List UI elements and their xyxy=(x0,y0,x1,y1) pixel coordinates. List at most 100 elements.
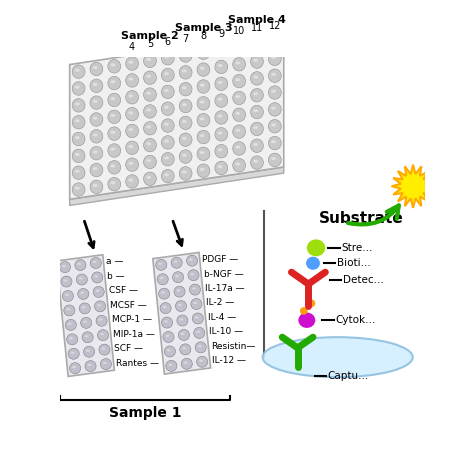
Ellipse shape xyxy=(146,159,151,162)
Ellipse shape xyxy=(164,346,175,357)
Ellipse shape xyxy=(96,315,107,326)
Ellipse shape xyxy=(90,79,103,92)
Ellipse shape xyxy=(85,361,96,372)
Ellipse shape xyxy=(90,163,103,177)
Ellipse shape xyxy=(200,151,205,154)
Text: a —: a — xyxy=(106,257,123,266)
Ellipse shape xyxy=(103,362,107,364)
Ellipse shape xyxy=(88,364,91,366)
Ellipse shape xyxy=(160,302,171,314)
Ellipse shape xyxy=(72,183,85,196)
Ellipse shape xyxy=(59,262,71,273)
Ellipse shape xyxy=(218,115,222,118)
Ellipse shape xyxy=(200,83,205,87)
Text: Sample 1: Sample 1 xyxy=(109,406,182,419)
Ellipse shape xyxy=(93,117,98,119)
Ellipse shape xyxy=(65,319,76,330)
Ellipse shape xyxy=(161,68,174,82)
Ellipse shape xyxy=(62,265,66,267)
Ellipse shape xyxy=(163,306,166,308)
Ellipse shape xyxy=(197,46,210,60)
Ellipse shape xyxy=(215,111,228,124)
Ellipse shape xyxy=(158,263,162,265)
Ellipse shape xyxy=(93,261,97,263)
Ellipse shape xyxy=(233,74,246,88)
Ellipse shape xyxy=(251,89,264,102)
Ellipse shape xyxy=(268,35,281,49)
Ellipse shape xyxy=(72,82,85,95)
Ellipse shape xyxy=(67,334,78,345)
Ellipse shape xyxy=(176,290,181,292)
Text: CSF —: CSF — xyxy=(109,286,138,295)
Ellipse shape xyxy=(300,307,308,315)
Ellipse shape xyxy=(128,78,133,81)
Ellipse shape xyxy=(146,176,151,179)
Ellipse shape xyxy=(271,56,276,59)
Ellipse shape xyxy=(233,41,246,54)
Ellipse shape xyxy=(146,75,151,78)
Ellipse shape xyxy=(80,292,84,294)
Ellipse shape xyxy=(195,316,199,319)
Ellipse shape xyxy=(200,100,205,103)
Ellipse shape xyxy=(168,364,172,366)
Ellipse shape xyxy=(175,275,179,277)
Ellipse shape xyxy=(108,144,121,157)
Text: MIP-1a —: MIP-1a — xyxy=(113,330,155,339)
Ellipse shape xyxy=(161,119,174,132)
Ellipse shape xyxy=(82,306,86,309)
Ellipse shape xyxy=(263,337,413,377)
Ellipse shape xyxy=(182,347,186,349)
Ellipse shape xyxy=(70,363,81,374)
Ellipse shape xyxy=(233,159,246,172)
Ellipse shape xyxy=(171,257,182,268)
Ellipse shape xyxy=(164,89,169,92)
Ellipse shape xyxy=(144,138,156,152)
Ellipse shape xyxy=(84,335,89,337)
Ellipse shape xyxy=(179,116,192,129)
Ellipse shape xyxy=(161,169,174,183)
Ellipse shape xyxy=(182,154,187,157)
Polygon shape xyxy=(56,255,114,376)
Ellipse shape xyxy=(71,352,74,354)
Ellipse shape xyxy=(197,164,210,177)
Text: SCF —: SCF — xyxy=(115,344,144,353)
Ellipse shape xyxy=(197,356,208,367)
Ellipse shape xyxy=(251,72,264,85)
Ellipse shape xyxy=(93,66,98,69)
Ellipse shape xyxy=(236,163,240,165)
Ellipse shape xyxy=(198,345,201,347)
Ellipse shape xyxy=(236,61,240,64)
Ellipse shape xyxy=(218,98,222,101)
Ellipse shape xyxy=(110,147,115,151)
Ellipse shape xyxy=(126,108,138,121)
Ellipse shape xyxy=(215,94,228,108)
Ellipse shape xyxy=(173,261,177,263)
Ellipse shape xyxy=(79,303,90,314)
Ellipse shape xyxy=(144,54,156,68)
Ellipse shape xyxy=(128,179,133,182)
Ellipse shape xyxy=(94,275,98,277)
Ellipse shape xyxy=(180,344,191,355)
Ellipse shape xyxy=(126,158,138,172)
Ellipse shape xyxy=(251,38,264,52)
Ellipse shape xyxy=(63,291,73,301)
Ellipse shape xyxy=(126,124,138,137)
Ellipse shape xyxy=(99,319,102,321)
Ellipse shape xyxy=(253,75,258,79)
Ellipse shape xyxy=(146,91,151,95)
Ellipse shape xyxy=(82,332,93,343)
Ellipse shape xyxy=(126,175,138,188)
Ellipse shape xyxy=(253,126,258,129)
Ellipse shape xyxy=(144,172,156,185)
Ellipse shape xyxy=(108,110,121,124)
Ellipse shape xyxy=(146,109,151,111)
Ellipse shape xyxy=(236,146,240,149)
Polygon shape xyxy=(153,253,210,374)
Ellipse shape xyxy=(271,90,276,93)
Ellipse shape xyxy=(144,71,156,84)
Text: Bioti...: Bioti... xyxy=(337,258,371,268)
Ellipse shape xyxy=(166,360,177,371)
Ellipse shape xyxy=(128,162,133,165)
Ellipse shape xyxy=(98,330,109,341)
Ellipse shape xyxy=(190,284,201,295)
